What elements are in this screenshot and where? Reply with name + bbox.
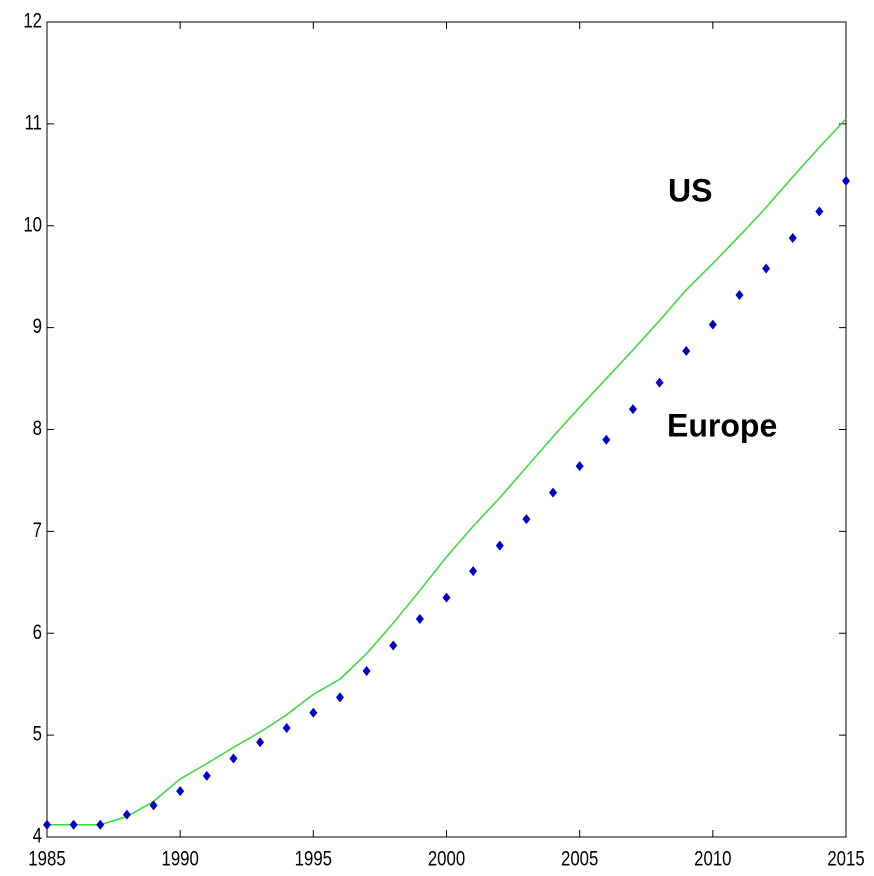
marker [655,377,664,388]
x-tick-label: 1985 [28,848,65,871]
y-tick-label: 7 [33,519,42,542]
marker [842,175,850,186]
marker [442,592,451,603]
x-tick-label: 2000 [428,848,465,871]
marker [149,800,158,811]
marker [495,540,504,551]
marker [43,819,51,830]
marker [682,346,691,357]
marker [415,613,424,624]
series-label: Europe [667,407,777,443]
x-tick-label: 2015 [827,848,864,871]
y-tick-label: 5 [33,723,42,746]
marker [96,819,105,830]
y-tick-label: 8 [33,417,42,440]
marker [575,461,584,472]
x-tick-label: 1990 [161,848,198,871]
marker [469,566,478,577]
marker [229,753,238,764]
marker [602,434,611,445]
y-tick-label: 4 [33,825,43,848]
marker [282,722,291,733]
marker [735,290,744,301]
series-label: US [668,172,712,208]
marker [549,487,558,498]
marker [309,707,318,718]
marker [69,819,78,830]
line-series [47,118,847,826]
marker [362,665,371,676]
y-tick-label: 12 [23,10,42,33]
y-tick-label: 6 [33,621,42,644]
marker [335,692,344,703]
x-tick-label: 2010 [694,848,731,871]
marker [176,786,185,797]
marker [256,737,265,748]
marker [202,770,211,781]
marker [815,206,824,217]
y-tick-label: 10 [23,214,42,237]
marker [788,232,797,243]
marker [628,404,637,415]
x-tick-label: 1995 [295,848,332,871]
marker [389,640,398,651]
marker [762,263,771,274]
marker [522,514,531,525]
marker [708,319,717,330]
y-tick-label: 11 [25,112,42,135]
y-tick-label: 9 [33,315,42,338]
x-tick-label: 2005 [561,848,598,871]
marker [122,809,131,820]
